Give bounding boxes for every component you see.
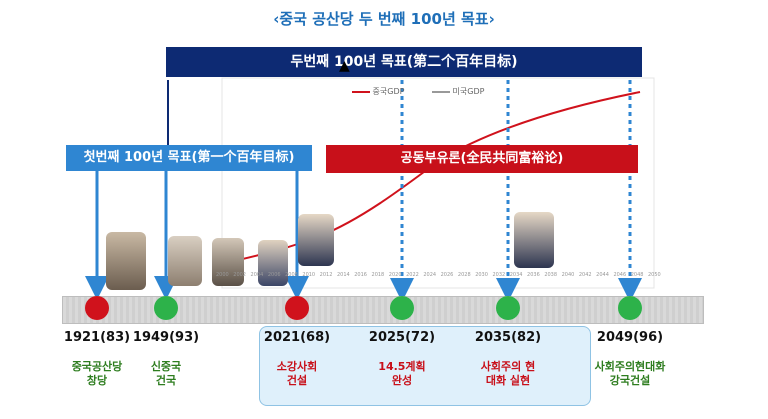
milestone-desc-line: 강국건설: [609, 374, 651, 387]
axis-tick-label: 2022: [406, 272, 419, 278]
milestone-dot: [390, 296, 414, 320]
axis-tick-label: 2016: [354, 272, 367, 278]
axis-tick-label: 2030: [475, 272, 488, 278]
axis-tick-label: 2034: [509, 272, 523, 278]
highlight-box: [259, 326, 591, 406]
axis-tick-label: 2014: [336, 272, 350, 278]
milestone-year: 2025(72): [368, 330, 436, 345]
axis-tick-label: 2048: [630, 272, 644, 278]
milestone-year: 2035(82): [474, 330, 542, 345]
axis-tick-label: 2002: [233, 272, 246, 278]
second-goal-banner: 두번째 100년 목표(第二个百年目标): [166, 47, 642, 77]
legend-us: 미국GDP: [432, 86, 484, 97]
milestone-desc-line: 대화 실현: [485, 374, 531, 387]
portrait-icon: [258, 240, 288, 286]
milestone-desc: 14.5계획 완성: [342, 360, 462, 388]
milestone-desc-line: 중국공산당: [71, 360, 123, 373]
milestone-dot: [496, 296, 520, 320]
mouse-cursor-icon: ▲: [339, 58, 350, 74]
axis-tick-label: 2038: [544, 272, 558, 278]
axis-tick-label: 2044: [596, 272, 609, 278]
portrait-icon: [298, 214, 334, 266]
axis-tick-label: 2032: [492, 272, 506, 278]
milestone-year: 1921(83): [63, 330, 131, 345]
milestone-desc-line: 완성: [391, 374, 413, 387]
milestone-desc-line: 건설: [286, 374, 308, 387]
axis-tick-label: 2012: [319, 272, 333, 278]
milestone-desc-line: 사회주의 현: [480, 360, 536, 373]
milestone-dot: [618, 296, 642, 320]
milestone-year: 2021(68): [263, 330, 331, 345]
axis-tick-label: 2020: [388, 272, 402, 278]
milestone-year: 1949(93): [132, 330, 200, 345]
milestone-desc-line: 14.5계획: [378, 360, 426, 373]
milestone-desc: 소강사회 건설: [237, 360, 357, 388]
milestone-desc-line: 건국: [155, 374, 177, 387]
axis-tick-label: 2010: [302, 272, 316, 278]
legend-us-label: 미국GDP: [452, 87, 485, 96]
milestone-dot: [154, 296, 178, 320]
legend-china: 중국GDP: [352, 86, 404, 97]
milestone-desc-line: 사회주의현대화: [594, 360, 666, 373]
axis-tick-label: 2026: [440, 272, 454, 278]
milestone-desc-line: 창당: [86, 374, 108, 387]
chart-x-axis: 2000 2002 2004 2006 2008 2010 2012 2014 2016 2018…: [216, 272, 661, 284]
milestone-desc: 신중국 건국: [106, 360, 226, 388]
legend-china-label: 중국GDP: [372, 87, 405, 96]
axis-tick-label: 2050: [648, 272, 661, 278]
axis-tick-label: 2008: [285, 272, 298, 278]
axis-tick-label: 2004: [250, 272, 264, 278]
portrait-icon: [168, 236, 202, 286]
milestone-desc-line: 소강사회: [276, 360, 318, 373]
page-title: ‹중국 공산당 두 번째 100년 목표›: [273, 10, 495, 28]
axis-tick-label: 2036: [527, 272, 540, 278]
portrait-icon: [514, 212, 554, 268]
axis-tick-label: 2046: [613, 272, 627, 278]
axis-tick-label: 2024: [423, 272, 437, 278]
axis-tick-label: 2018: [371, 272, 385, 278]
first-goal-banner: 첫번째 100년 목표(第一个百年目标): [66, 145, 312, 171]
milestone-desc: 중국공산당 창당: [37, 360, 157, 388]
common-prosperity-banner: 공동부유론(全民共同富裕论): [326, 145, 638, 173]
milestone-dot: [85, 296, 109, 320]
milestone-desc: 사회주의 현 대화 실현: [448, 360, 568, 388]
chart-frame: [221, 77, 655, 289]
axis-tick-label: 2000: [216, 272, 229, 278]
milestone-year: 2049(96): [596, 330, 664, 345]
axis-tick-label: 2040: [561, 272, 575, 278]
axis-tick-label: 2042: [578, 272, 592, 278]
axis-tick-label: 2006: [267, 272, 281, 278]
milestone-dot: [285, 296, 309, 320]
milestone-desc-line: 신중국: [150, 360, 182, 373]
milestone-desc: 사회주의현대화 강국건설: [570, 360, 690, 388]
axis-tick-label: 2028: [457, 272, 471, 278]
portrait-icon: [212, 238, 244, 286]
portrait-icon: [106, 232, 146, 290]
